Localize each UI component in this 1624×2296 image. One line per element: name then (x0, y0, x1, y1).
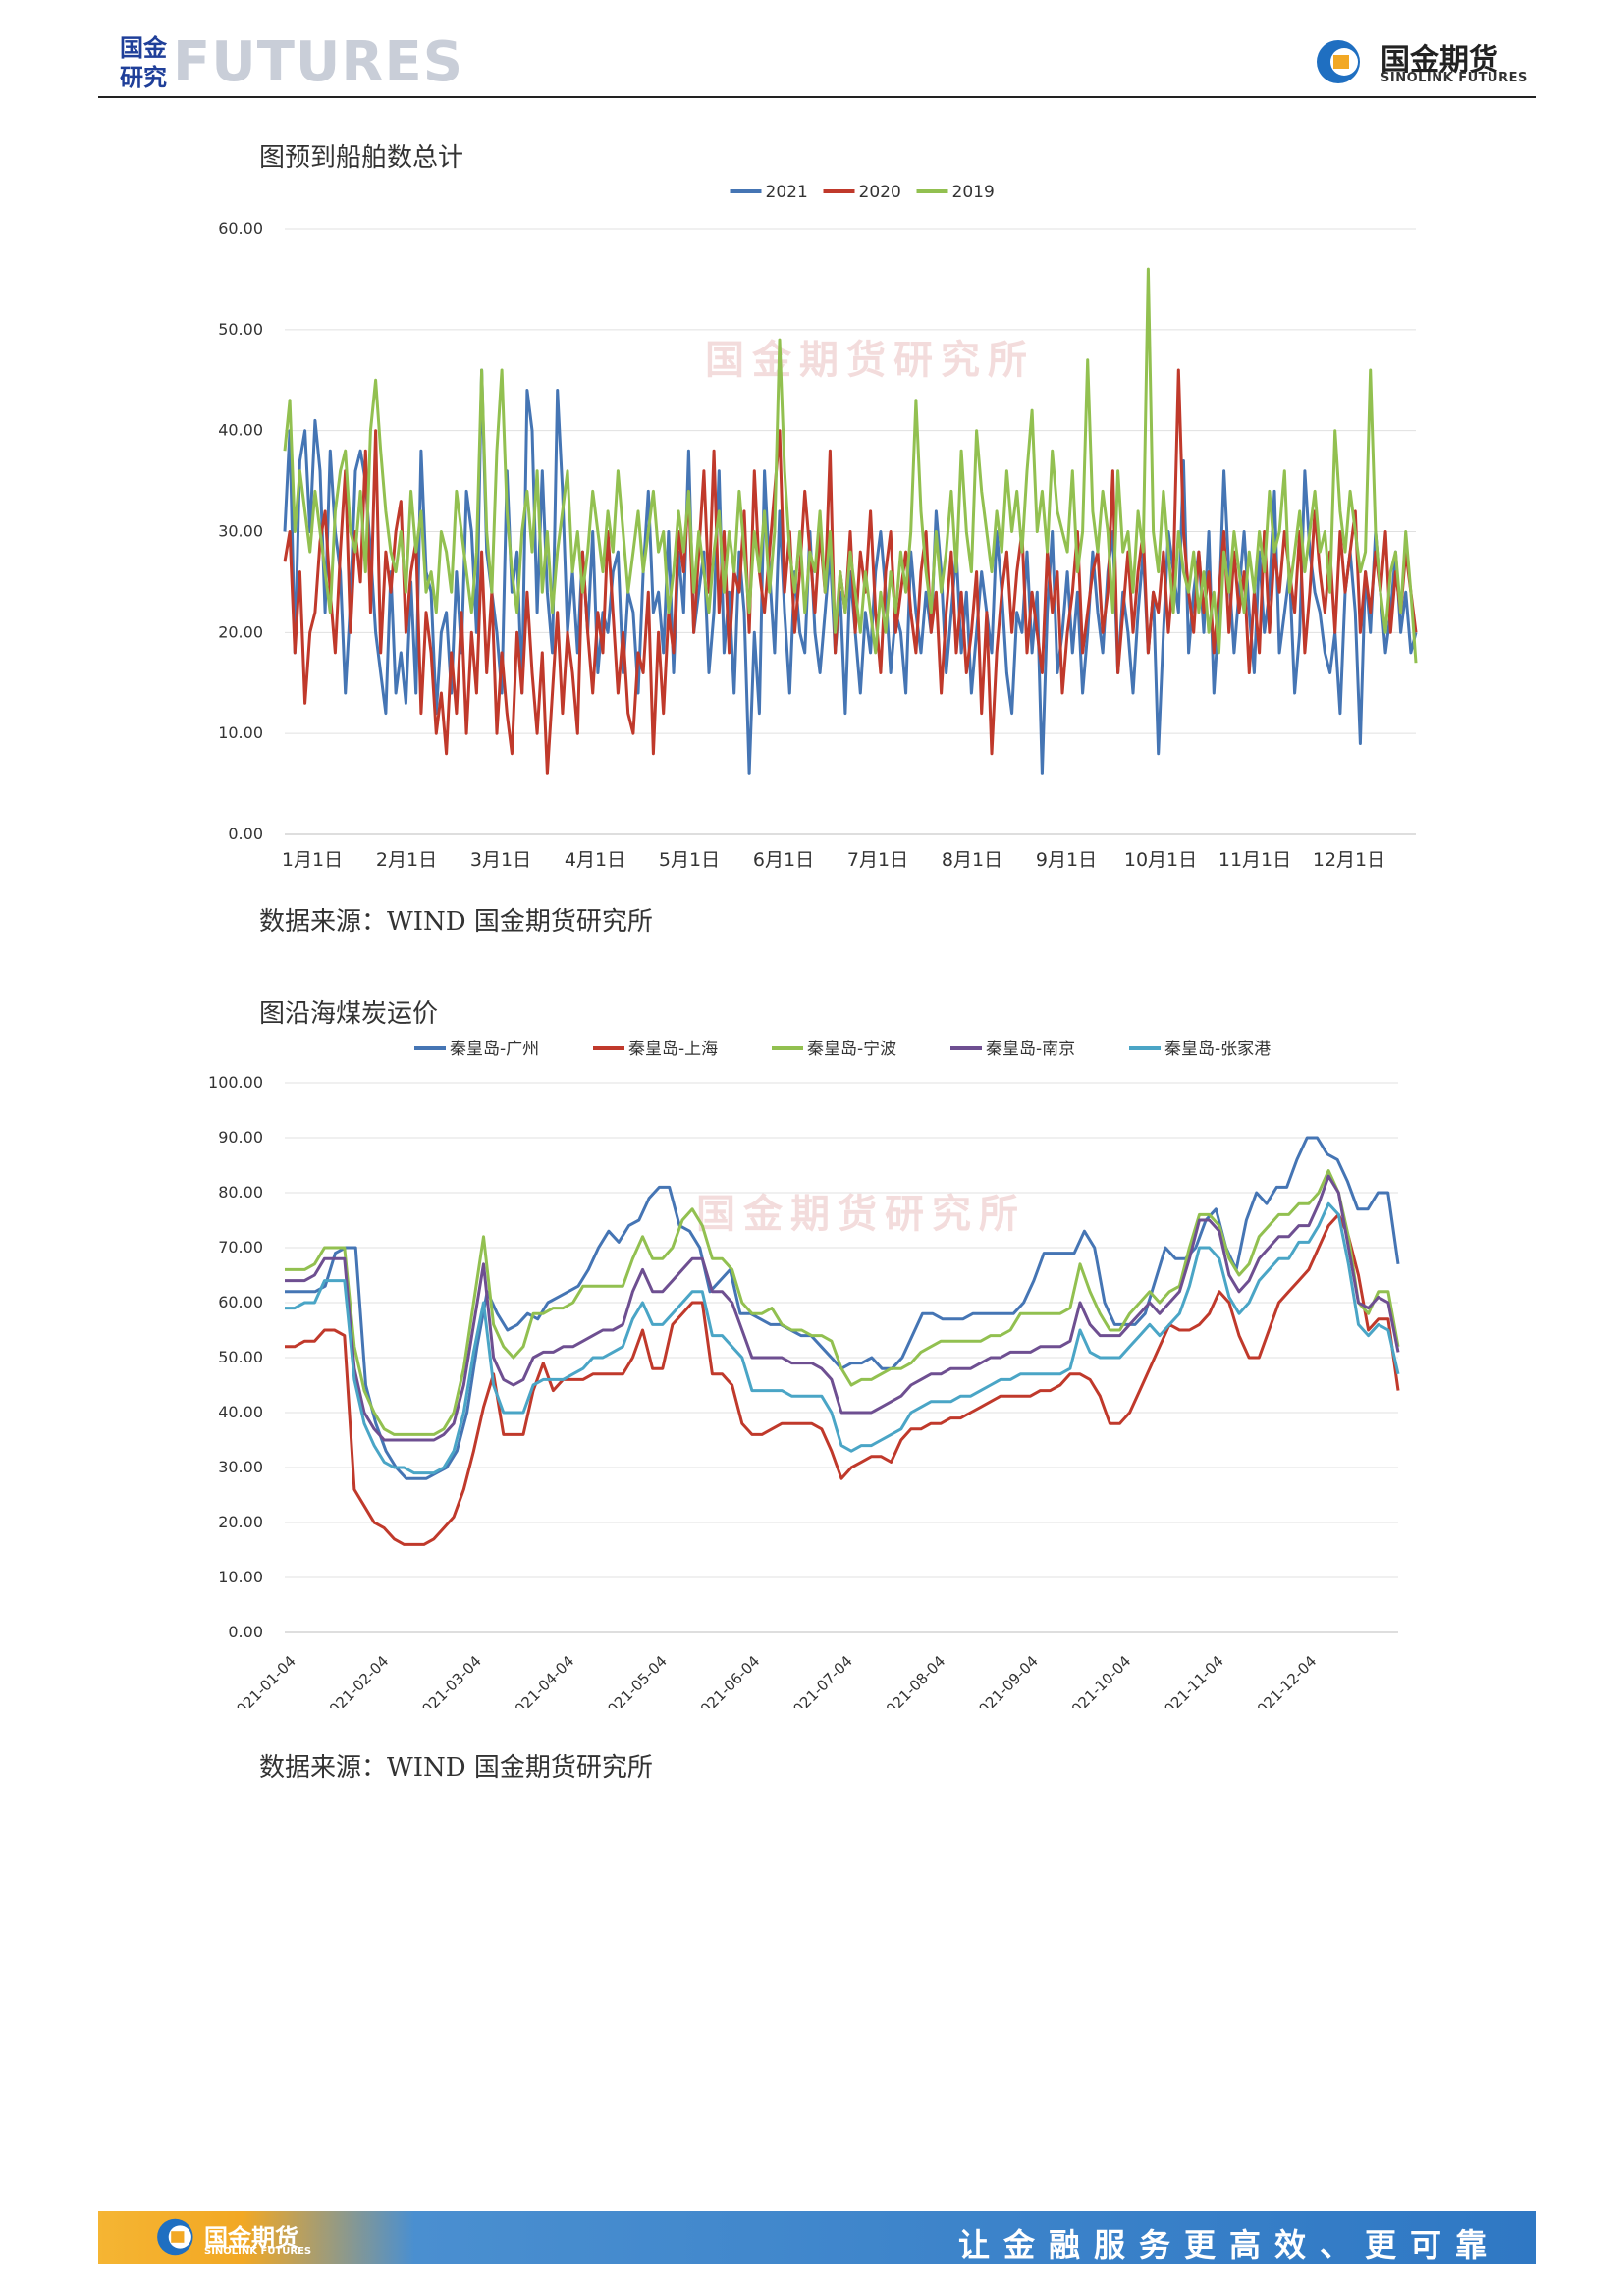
x-tick-label: 10月1日 (1124, 849, 1197, 871)
legend-label: 2019 (952, 183, 995, 202)
y-tick-label: 80.00 (218, 1183, 263, 1201)
series-line-0 (283, 368, 1418, 775)
header-divider (98, 96, 1536, 98)
x-tick-label: 6月1日 (753, 849, 814, 871)
x-tick-label: 1月1日 (282, 849, 343, 871)
x-tick-label: 9月1日 (1036, 849, 1097, 871)
legend-label: 秦皇岛-张家港 (1164, 1040, 1271, 1059)
y-tick-label: 50.00 (218, 320, 263, 339)
legend-label: 秦皇岛-广州 (450, 1040, 539, 1059)
logo-en: SINOLINK FUTURES (1380, 71, 1528, 85)
y-tick-label: 70.00 (218, 1238, 263, 1256)
x-tick-label: 5月1日 (659, 849, 720, 871)
watermark-text: 国金期货研究所 (705, 338, 1035, 383)
x-tick-label: 2021-06-04 (690, 1652, 763, 1708)
legend-label: 秦皇岛-上海 (628, 1040, 718, 1059)
x-tick-label: 2021-03-04 (411, 1652, 484, 1708)
chart1-source: 数据来源：WIND 国金期货研究所 (259, 907, 653, 936)
y-tick-label: 50.00 (218, 1348, 263, 1366)
x-tick-label: 2021-11-04 (1154, 1652, 1226, 1708)
chart1-caption: 图预到船舶数总计 (259, 143, 464, 173)
legend-label: 2021 (766, 183, 808, 202)
brand-zh: 国金 研究 (120, 33, 173, 92)
footer-logo-en: SINOLINK FUTURES (204, 2246, 312, 2257)
footer-logo-zh: 国金期货 (204, 2224, 298, 2252)
x-tick-label: 2月1日 (376, 849, 437, 871)
x-tick-label: 2021-12-04 (1247, 1652, 1320, 1708)
y-tick-label: 0.00 (228, 1623, 263, 1641)
x-tick-label: 12月1日 (1313, 849, 1385, 871)
logo-zh: 国金期货 (1380, 43, 1498, 78)
y-tick-label: 10.00 (218, 723, 263, 742)
x-tick-label: 2021-10-04 (1061, 1652, 1134, 1708)
coastal-coal-freight-chart: 国金期货研究所 0.00 10.00 20.00 30.00 40.00 50.00 60.0… (208, 1040, 1400, 1708)
y-tick-label: 60.00 (218, 1293, 263, 1311)
chart2-caption: 图沿海煤炭运价 (259, 999, 439, 1029)
footer-logo-icon (157, 2218, 193, 2256)
x-tick-label: 2021-08-04 (876, 1652, 948, 1708)
x-tick-label: 3月1日 (470, 849, 531, 871)
series-line-1 (283, 368, 1418, 775)
ship-arrivals-chart: 国金期货研究所 0.00 10.00 20.00 30.00 40.00 50.00 60.0… (218, 183, 1418, 871)
sinolink-logo-icon (1317, 40, 1360, 83)
x-tick-label: 2021-04-04 (505, 1652, 577, 1708)
y-tick-label: 30.00 (218, 522, 263, 541)
x-tick-label: 11月1日 (1218, 849, 1291, 871)
series-line-4 (285, 1201, 1400, 1475)
series-line-2 (283, 267, 1418, 664)
series-line-2 (285, 1169, 1400, 1436)
y-tick-label: 30.00 (218, 1458, 263, 1476)
legend-label: 秦皇岛-宁波 (807, 1040, 896, 1059)
y-tick-label: 90.00 (218, 1128, 263, 1147)
x-tick-label: 2021-07-04 (783, 1652, 855, 1708)
y-tick-label: 40.00 (218, 1403, 263, 1421)
brand-zh-bottom: 研究 (120, 64, 167, 91)
legend-label: 2020 (859, 183, 901, 202)
x-tick-label: 2021-09-04 (968, 1652, 1041, 1708)
legend-label: 秦皇岛-南京 (986, 1040, 1075, 1059)
x-tick-label: 2021-05-04 (597, 1652, 670, 1708)
chart2-source: 数据来源：WIND 国金期货研究所 (259, 1753, 653, 1783)
footer-bar: 国金期货 SINOLINK FUTURES 让金融服务更高效、更可靠 (98, 2211, 1536, 2264)
brand-en: FUTURES (173, 30, 464, 94)
series-line-1 (285, 1212, 1400, 1546)
footer-slogan: 让金融服务更高效、更可靠 (957, 2226, 1500, 2264)
y-tick-label: 0.00 (228, 825, 263, 843)
x-tick-label: 2021-02-04 (319, 1652, 392, 1708)
y-tick-label: 100.00 (208, 1073, 263, 1092)
y-tick-label: 40.00 (218, 421, 263, 440)
y-tick-label: 10.00 (218, 1568, 263, 1586)
x-tick-label: 2021-01-04 (226, 1652, 298, 1708)
y-tick-label: 60.00 (218, 219, 263, 238)
x-tick-label: 7月1日 (847, 849, 908, 871)
x-tick-label: 4月1日 (565, 849, 625, 871)
series-line-3 (285, 1174, 1400, 1442)
brand-zh-top: 国金 (120, 34, 167, 62)
y-tick-label: 20.00 (218, 622, 263, 641)
y-tick-label: 20.00 (218, 1513, 263, 1531)
watermark-text: 国金期货研究所 (696, 1192, 1026, 1237)
x-tick-label: 8月1日 (942, 849, 1002, 871)
